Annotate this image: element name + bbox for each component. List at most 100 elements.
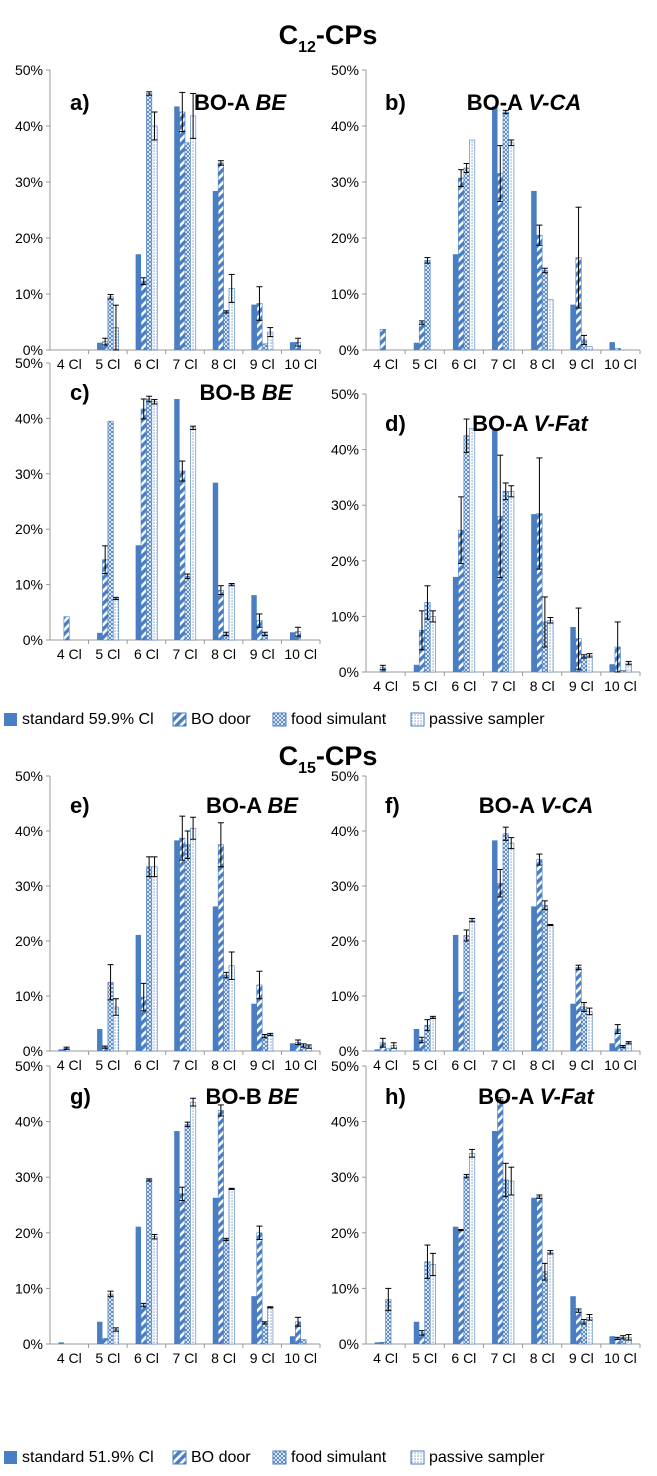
y-tick-label: 30%	[331, 878, 359, 894]
legend-swatch-standard	[4, 1451, 17, 1464]
bar-food-simulant	[502, 111, 509, 351]
legend-label-passive-sampler: passive sampler	[429, 711, 545, 728]
bar-passive-sampler	[508, 1180, 515, 1345]
bar-standard	[212, 906, 219, 1051]
bar-passive-sampler	[429, 616, 436, 673]
bar-standard	[251, 1003, 257, 1051]
bar-standard	[289, 632, 296, 640]
legend-swatch-bo-door	[172, 1450, 187, 1465]
bar-standard	[212, 190, 219, 350]
y-tick-label: 30%	[331, 174, 359, 190]
y-tick-label: 40%	[15, 410, 43, 426]
bar-bo-door	[536, 234, 543, 351]
bar-food-simulant	[385, 1048, 392, 1052]
bar-standard	[531, 514, 537, 672]
section-title-c12-sub: 12	[298, 39, 316, 56]
bar-bo-door	[217, 162, 224, 351]
legend-label-food-simulant: food simulant	[291, 1449, 387, 1466]
x-tick-label: 4 Cl	[57, 1350, 82, 1366]
bar-standard	[570, 626, 576, 672]
y-tick-label: 0%	[339, 1043, 359, 1059]
legend-item-standard: standard 59.9% Cl	[4, 711, 154, 728]
x-tick-label: 7 Cl	[173, 1350, 198, 1366]
bar-passive-sampler	[508, 490, 515, 673]
y-tick-label: 30%	[15, 466, 43, 482]
panel-title: BO-A BE	[194, 90, 287, 115]
x-tick-label: 7 Cl	[491, 356, 516, 372]
bar-food-simulant	[463, 167, 470, 351]
x-tick-label: 8 Cl	[211, 646, 236, 662]
x-tick-label: 5 Cl	[95, 356, 120, 372]
x-tick-label: 9 Cl	[569, 678, 594, 694]
bar-food-simulant	[580, 1006, 588, 1052]
bar-food-simulant	[107, 296, 114, 351]
bar-passive-sampler	[508, 142, 515, 351]
x-tick-label: 7 Cl	[173, 646, 198, 662]
x-tick-label: 9 Cl	[569, 1350, 594, 1366]
bar-standard	[531, 906, 537, 1051]
x-tick-label: 6 Cl	[134, 646, 159, 662]
bar-standard	[289, 342, 296, 350]
y-tick-label: 20%	[331, 230, 359, 246]
x-tick-label: 9 Cl	[569, 356, 594, 372]
y-tick-label: 30%	[331, 497, 359, 513]
bar-standard	[97, 632, 103, 640]
bar-passive-sampler	[429, 1017, 436, 1052]
y-tick-label: 20%	[15, 933, 43, 949]
x-tick-label: 10 Cl	[604, 1350, 637, 1366]
y-tick-label: 20%	[331, 1225, 359, 1241]
y-tick-label: 40%	[15, 118, 43, 134]
bar-food-simulant	[541, 904, 548, 1052]
y-tick-label: 0%	[339, 1336, 359, 1352]
x-tick-label: 10 Cl	[604, 1057, 637, 1073]
bar-bo-door	[179, 1193, 186, 1345]
bar-passive-sampler	[469, 1152, 476, 1345]
bar-food-simulant	[424, 260, 431, 351]
bar-bo-door	[379, 1342, 386, 1345]
legend-item-passive-sampler: passive sampler	[410, 711, 545, 728]
bar-bo-door	[140, 1304, 147, 1345]
bar-food-simulant	[146, 1179, 153, 1345]
section-title-c15-rest: -CPs	[316, 741, 378, 771]
bar-standard	[492, 106, 498, 351]
bar-standard	[609, 664, 615, 672]
panel-b: 0% 10% 20% 30% 40% 50% 4 Cl 5 Cl 6 Cl 7 Cl 8 Cl 9 C…	[331, 62, 641, 372]
bar-food-simulant	[184, 575, 191, 641]
x-tick-label: 9 Cl	[250, 646, 275, 662]
x-tick-label: 8 Cl	[530, 1350, 555, 1366]
y-tick-label: 50%	[331, 386, 359, 402]
x-tick-label: 9 Cl	[250, 1350, 275, 1366]
legend-label-bo-door: BO door	[191, 1449, 251, 1466]
legend-item-food-simulant: food simulant	[272, 711, 387, 728]
x-tick-label: 10 Cl	[284, 1350, 317, 1366]
bar-bo-door	[575, 1310, 582, 1345]
y-tick-label: 30%	[331, 1169, 359, 1185]
bar-standard	[609, 342, 615, 350]
x-tick-label: 10 Cl	[284, 356, 317, 372]
panel-title-medium: BE	[255, 90, 287, 115]
bar-bo-door	[140, 408, 147, 641]
x-tick-label: 4 Cl	[57, 356, 82, 372]
bar-standard	[135, 254, 142, 350]
y-tick-label: 10%	[331, 1280, 359, 1296]
legend-item-standard: standard 51.9% Cl	[4, 1449, 154, 1466]
bar-passive-sampler	[151, 125, 158, 351]
y-tick-label: 10%	[15, 1280, 43, 1296]
bar-passive-sampler	[508, 842, 515, 1052]
x-tick-label: 8 Cl	[211, 1057, 236, 1073]
bar-standard	[97, 1029, 103, 1051]
bar-standard	[413, 664, 420, 672]
bar-passive-sampler	[586, 655, 593, 673]
bar-bo-door	[614, 348, 621, 351]
bar-passive-sampler	[469, 428, 476, 673]
bar-bo-door	[418, 322, 426, 351]
y-tick-label: 30%	[15, 878, 43, 894]
bar-standard	[251, 595, 257, 640]
bar-standard	[413, 342, 420, 350]
bar-standard	[492, 430, 498, 672]
y-tick-label: 0%	[339, 664, 359, 680]
y-tick-label: 10%	[15, 988, 43, 1004]
bar-food-simulant	[502, 490, 509, 673]
legend-label-passive-sampler: passive sampler	[429, 1449, 545, 1466]
bar-food-simulant	[300, 1339, 307, 1345]
